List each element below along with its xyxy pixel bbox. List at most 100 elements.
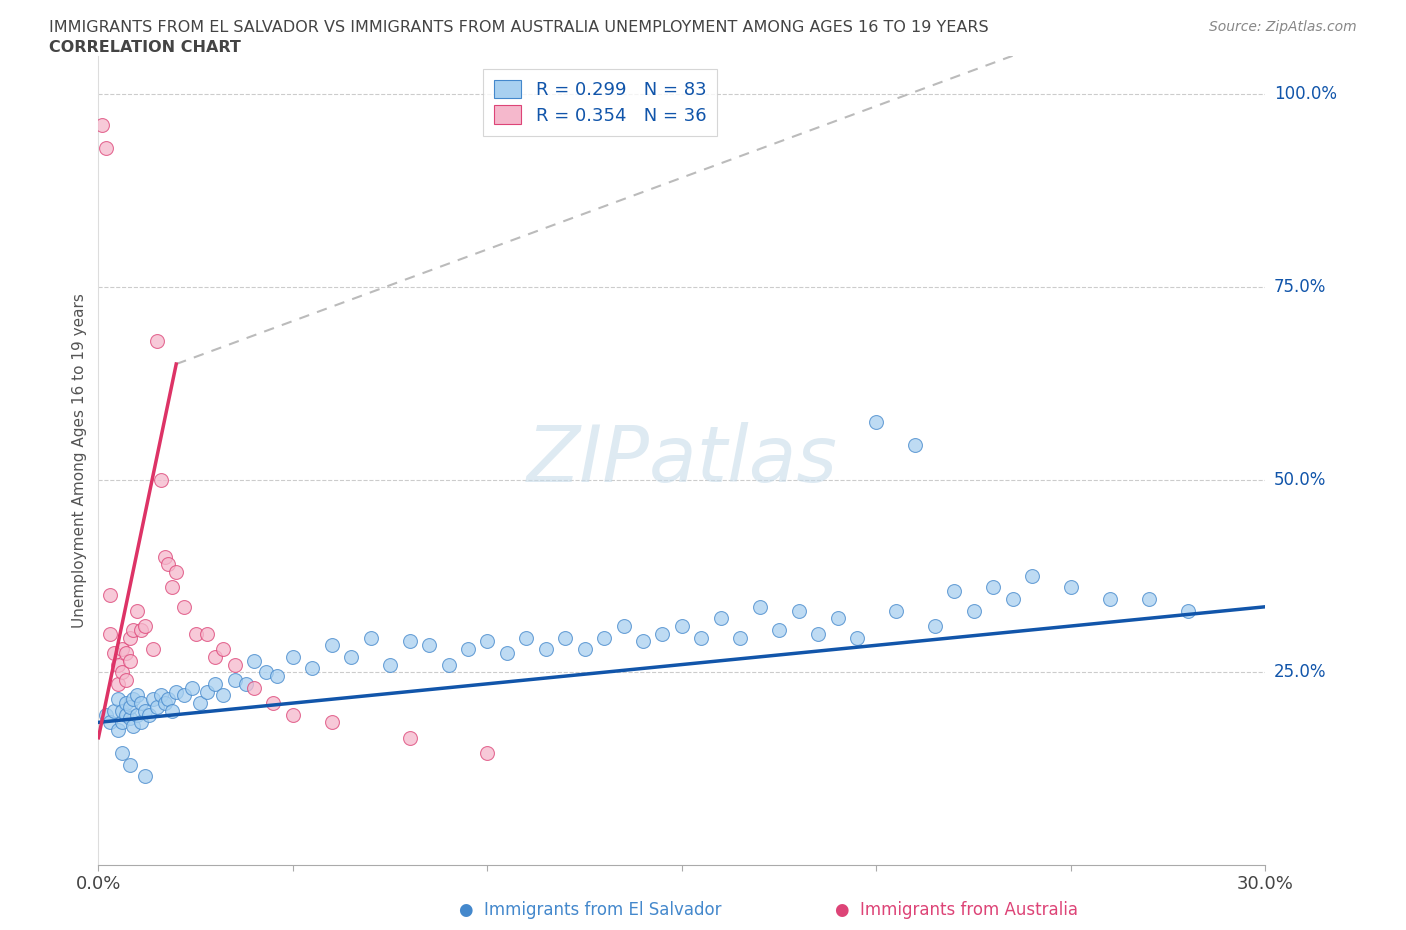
Point [690, 631, 713, 645]
Point [437, 658, 460, 672]
Point [418, 638, 440, 653]
Point [129, 622, 152, 637]
Point [554, 631, 576, 645]
Point [111, 746, 134, 761]
Point [118, 711, 141, 726]
Point [127, 604, 149, 618]
Point [153, 550, 176, 565]
Point [515, 631, 537, 645]
Text: 50.0%: 50.0% [1274, 471, 1326, 488]
Point [730, 631, 752, 645]
Point [262, 696, 284, 711]
Text: ●  Immigrants from Australia: ● Immigrants from Australia [835, 900, 1077, 919]
Point [884, 604, 907, 618]
Text: ●  Immigrants from El Salvador: ● Immigrants from El Salvador [460, 900, 721, 919]
Point [235, 676, 257, 691]
Point [281, 707, 304, 722]
Point [111, 665, 134, 680]
Point [865, 415, 887, 430]
Point [631, 634, 654, 649]
Point [846, 631, 869, 645]
Point [195, 684, 218, 699]
Point [153, 696, 176, 711]
Point [122, 692, 145, 707]
Point [1137, 591, 1160, 606]
Point [107, 676, 129, 691]
Point [146, 699, 169, 714]
Point [98, 715, 121, 730]
Point [281, 649, 304, 664]
Point [122, 719, 145, 734]
Point [321, 715, 343, 730]
Text: 100.0%: 100.0% [1274, 86, 1337, 103]
Text: ZIPatlas: ZIPatlas [526, 422, 838, 498]
Point [301, 661, 323, 676]
Point [111, 715, 134, 730]
Point [107, 723, 129, 737]
Point [962, 604, 984, 618]
Point [613, 618, 636, 633]
Text: 75.0%: 75.0% [1274, 278, 1326, 296]
Point [118, 757, 141, 772]
Point [114, 672, 136, 687]
Point [91, 118, 114, 133]
Text: 25.0%: 25.0% [1274, 663, 1326, 682]
Point [651, 626, 673, 641]
Point [96, 707, 118, 722]
Point [173, 688, 195, 703]
Point [118, 631, 141, 645]
Point [162, 703, 184, 718]
Point [477, 746, 499, 761]
Point [111, 642, 134, 657]
Point [204, 649, 226, 664]
Point [138, 707, 160, 722]
Point [787, 604, 810, 618]
Text: CORRELATION CHART: CORRELATION CHART [49, 40, 240, 55]
Point [204, 676, 226, 691]
Point [127, 688, 149, 703]
Point [129, 715, 152, 730]
Point [180, 680, 202, 695]
Point [157, 692, 180, 707]
Point [129, 696, 152, 711]
Y-axis label: Unemployment Among Ages 16 to 19 years: Unemployment Among Ages 16 to 19 years [72, 293, 87, 628]
Point [243, 680, 266, 695]
Point [1060, 580, 1083, 595]
Point [360, 631, 382, 645]
Point [122, 622, 145, 637]
Point [103, 645, 125, 660]
Point [224, 672, 246, 687]
Point [134, 769, 156, 784]
Point [534, 642, 557, 657]
Point [195, 626, 218, 641]
Point [496, 645, 519, 660]
Point [671, 618, 693, 633]
Point [149, 688, 172, 703]
Point [118, 653, 141, 668]
Text: IMMIGRANTS FROM EL SALVADOR VS IMMIGRANTS FROM AUSTRALIA UNEMPLOYMENT AMONG AGES: IMMIGRANTS FROM EL SALVADOR VS IMMIGRANT… [49, 20, 988, 35]
Point [103, 703, 125, 718]
Point [173, 599, 195, 614]
Point [118, 699, 141, 714]
Point [149, 472, 172, 487]
Legend: R = 0.299   N = 83, R = 0.354   N = 36: R = 0.299 N = 83, R = 0.354 N = 36 [484, 69, 717, 136]
Point [943, 584, 966, 599]
Point [380, 658, 402, 672]
Point [924, 618, 946, 633]
Point [398, 730, 420, 745]
Point [807, 626, 830, 641]
Point [127, 707, 149, 722]
Point [111, 703, 134, 718]
Point [114, 645, 136, 660]
Point [184, 626, 207, 641]
Point [134, 703, 156, 718]
Point [98, 626, 121, 641]
Point [107, 692, 129, 707]
Point [134, 618, 156, 633]
Point [266, 669, 288, 684]
Point [114, 696, 136, 711]
Point [157, 557, 180, 572]
Point [1098, 591, 1121, 606]
Point [254, 665, 277, 680]
Point [107, 658, 129, 672]
